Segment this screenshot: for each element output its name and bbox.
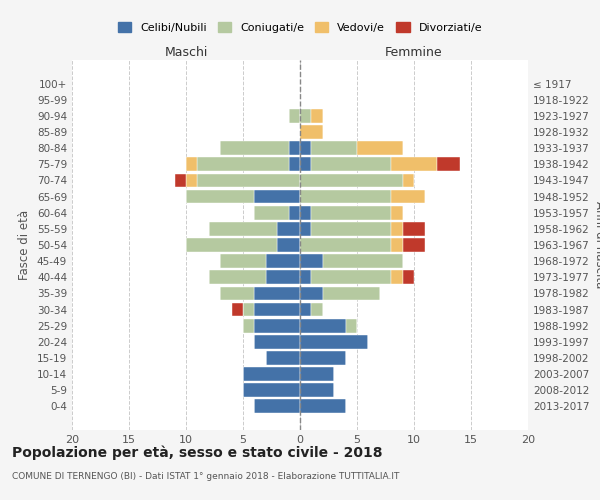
- Bar: [403, 270, 414, 284]
- Bar: [289, 206, 300, 220]
- Bar: [403, 238, 425, 252]
- Bar: [197, 158, 289, 171]
- Y-axis label: Fasce di età: Fasce di età: [19, 210, 31, 280]
- Bar: [220, 286, 254, 300]
- Bar: [311, 142, 357, 155]
- Bar: [266, 351, 300, 365]
- Bar: [300, 238, 391, 252]
- Bar: [277, 222, 300, 235]
- Bar: [254, 400, 300, 413]
- Bar: [266, 254, 300, 268]
- Text: Femmine: Femmine: [385, 46, 443, 60]
- Bar: [311, 222, 391, 235]
- Bar: [391, 222, 403, 235]
- Bar: [300, 158, 311, 171]
- Bar: [300, 142, 311, 155]
- Bar: [186, 174, 197, 188]
- Bar: [300, 222, 311, 235]
- Bar: [300, 206, 311, 220]
- Bar: [254, 190, 300, 203]
- Bar: [220, 142, 289, 155]
- Bar: [391, 238, 403, 252]
- Bar: [232, 302, 243, 316]
- Bar: [186, 238, 277, 252]
- Bar: [254, 319, 300, 332]
- Bar: [289, 142, 300, 155]
- Bar: [254, 286, 300, 300]
- Bar: [300, 286, 323, 300]
- Bar: [391, 158, 437, 171]
- Bar: [186, 190, 254, 203]
- Bar: [277, 238, 300, 252]
- Bar: [300, 174, 403, 188]
- Text: COMUNE DI TERNENGO (BI) - Dati ISTAT 1° gennaio 2018 - Elaborazione TUTTITALIA.I: COMUNE DI TERNENGO (BI) - Dati ISTAT 1° …: [12, 472, 400, 481]
- Bar: [311, 158, 391, 171]
- Bar: [391, 190, 425, 203]
- Bar: [243, 302, 254, 316]
- Legend: Celibi/Nubili, Coniugati/e, Vedovi/e, Divorziati/e: Celibi/Nubili, Coniugati/e, Vedovi/e, Di…: [113, 18, 487, 37]
- Bar: [300, 335, 368, 348]
- Bar: [175, 174, 186, 188]
- Bar: [323, 286, 380, 300]
- Bar: [300, 319, 346, 332]
- Bar: [300, 367, 334, 381]
- Bar: [437, 158, 460, 171]
- Bar: [357, 142, 403, 155]
- Bar: [220, 254, 266, 268]
- Bar: [243, 384, 300, 397]
- Bar: [300, 109, 311, 123]
- Bar: [311, 270, 391, 284]
- Bar: [300, 351, 346, 365]
- Bar: [311, 302, 323, 316]
- Bar: [311, 109, 323, 123]
- Text: Maschi: Maschi: [164, 46, 208, 60]
- Bar: [300, 302, 311, 316]
- Bar: [289, 158, 300, 171]
- Bar: [243, 319, 254, 332]
- Bar: [254, 206, 289, 220]
- Bar: [300, 384, 334, 397]
- Bar: [300, 270, 311, 284]
- Bar: [300, 254, 323, 268]
- Bar: [346, 319, 357, 332]
- Bar: [243, 367, 300, 381]
- Y-axis label: Anni di nascita: Anni di nascita: [593, 202, 600, 288]
- Bar: [209, 222, 277, 235]
- Bar: [391, 270, 403, 284]
- Bar: [391, 206, 403, 220]
- Bar: [289, 109, 300, 123]
- Bar: [323, 254, 403, 268]
- Bar: [254, 335, 300, 348]
- Bar: [209, 270, 266, 284]
- Bar: [186, 158, 197, 171]
- Text: Popolazione per età, sesso e stato civile - 2018: Popolazione per età, sesso e stato civil…: [12, 446, 383, 460]
- Bar: [403, 174, 414, 188]
- Bar: [403, 222, 425, 235]
- Bar: [197, 174, 300, 188]
- Bar: [254, 302, 300, 316]
- Bar: [300, 125, 323, 139]
- Bar: [300, 400, 346, 413]
- Bar: [311, 206, 391, 220]
- Bar: [266, 270, 300, 284]
- Bar: [300, 190, 391, 203]
